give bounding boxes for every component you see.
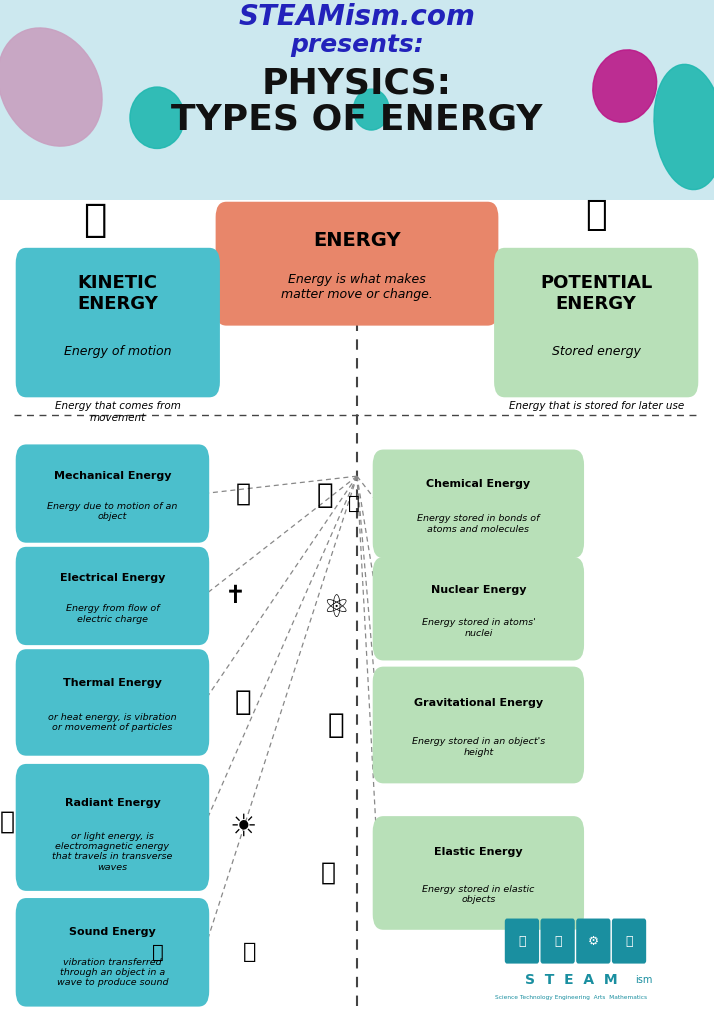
Text: Electrical Energy: Electrical Energy bbox=[60, 573, 165, 583]
FancyBboxPatch shape bbox=[373, 557, 584, 660]
Text: or light energy, is
electromagnetic energy
that travels in transverse
waves: or light energy, is electromagnetic ener… bbox=[52, 831, 173, 871]
Text: Chemical Energy: Chemical Energy bbox=[426, 478, 531, 488]
Text: STEAMism.com: STEAMism.com bbox=[238, 3, 476, 31]
Text: 🎨: 🎨 bbox=[625, 935, 633, 947]
FancyBboxPatch shape bbox=[505, 919, 539, 964]
Text: Energy that comes from
movement: Energy that comes from movement bbox=[55, 401, 181, 423]
FancyBboxPatch shape bbox=[16, 649, 209, 756]
Text: Stored energy: Stored energy bbox=[552, 345, 640, 358]
FancyBboxPatch shape bbox=[16, 764, 209, 891]
Text: Thermal Energy: Thermal Energy bbox=[63, 678, 162, 688]
Text: vibration transferred
through an object in a
wave to produce sound: vibration transferred through an object … bbox=[56, 957, 169, 987]
Text: Energy stored in bonds of
atoms and molecules: Energy stored in bonds of atoms and mole… bbox=[417, 514, 540, 534]
FancyBboxPatch shape bbox=[16, 248, 220, 397]
Text: TYPES OF ENERGY: TYPES OF ENERGY bbox=[171, 102, 543, 136]
Ellipse shape bbox=[0, 28, 102, 146]
Text: Elastic Energy: Elastic Energy bbox=[434, 847, 523, 856]
Text: ism: ism bbox=[635, 975, 653, 985]
Text: KINETIC
ENERGY: KINETIC ENERGY bbox=[77, 273, 159, 312]
Text: Radiant Energy: Radiant Energy bbox=[64, 798, 161, 808]
Text: POTENTIAL
ENERGY: POTENTIAL ENERGY bbox=[540, 273, 653, 312]
FancyBboxPatch shape bbox=[0, 200, 714, 1024]
FancyBboxPatch shape bbox=[0, 0, 714, 200]
Text: PHYSICS:: PHYSICS: bbox=[262, 67, 452, 100]
FancyBboxPatch shape bbox=[373, 450, 584, 558]
Text: ⚙: ⚙ bbox=[588, 935, 599, 947]
Text: 🐒: 🐒 bbox=[327, 711, 344, 739]
Ellipse shape bbox=[654, 65, 714, 189]
Text: Sound Energy: Sound Energy bbox=[69, 927, 156, 937]
Text: Gravitational Energy: Gravitational Energy bbox=[414, 698, 543, 708]
Text: 🚲: 🚲 bbox=[235, 481, 251, 506]
Text: 🔊: 🔊 bbox=[243, 942, 256, 963]
Ellipse shape bbox=[130, 87, 184, 148]
Text: 🌀: 🌀 bbox=[321, 861, 336, 885]
FancyBboxPatch shape bbox=[16, 898, 209, 1007]
Text: ENERGY: ENERGY bbox=[313, 230, 401, 250]
Text: 🏃: 🏃 bbox=[83, 201, 106, 240]
FancyBboxPatch shape bbox=[373, 667, 584, 783]
Text: Energy due to motion of an
object: Energy due to motion of an object bbox=[47, 502, 178, 521]
FancyBboxPatch shape bbox=[373, 816, 584, 930]
Text: 🗄: 🗄 bbox=[585, 198, 607, 232]
Text: 🍎: 🍎 bbox=[316, 480, 333, 509]
Text: S  T  E  A  M: S T E A M bbox=[525, 973, 618, 987]
Text: Mechanical Energy: Mechanical Energy bbox=[54, 471, 171, 480]
FancyBboxPatch shape bbox=[612, 919, 646, 964]
Text: 💡: 💡 bbox=[0, 810, 15, 834]
Text: Energy that is stored for later use: Energy that is stored for later use bbox=[508, 401, 684, 412]
Text: Energy is what makes
matter move or change.: Energy is what makes matter move or chan… bbox=[281, 273, 433, 301]
Text: Energy stored in elastic
objects: Energy stored in elastic objects bbox=[422, 885, 535, 904]
Text: Energy stored in atoms'
nuclei: Energy stored in atoms' nuclei bbox=[421, 618, 536, 638]
Ellipse shape bbox=[353, 89, 389, 130]
FancyBboxPatch shape bbox=[576, 919, 610, 964]
Text: 🖥: 🖥 bbox=[554, 935, 561, 947]
Text: 🔬: 🔬 bbox=[518, 935, 526, 947]
Text: presents:: presents: bbox=[290, 33, 424, 56]
Text: ✝: ✝ bbox=[225, 584, 246, 608]
Text: Energy of motion: Energy of motion bbox=[64, 345, 171, 358]
FancyBboxPatch shape bbox=[540, 919, 575, 964]
FancyBboxPatch shape bbox=[216, 202, 498, 326]
Text: ☀: ☀ bbox=[229, 813, 256, 842]
Text: Science Technology Engineering  Arts  Mathematics: Science Technology Engineering Arts Math… bbox=[495, 995, 648, 1000]
Ellipse shape bbox=[593, 50, 657, 122]
Text: Nuclear Energy: Nuclear Energy bbox=[431, 585, 526, 595]
Text: 🎵: 🎵 bbox=[152, 943, 164, 962]
Text: 🔥: 🔥 bbox=[234, 688, 251, 717]
FancyBboxPatch shape bbox=[16, 444, 209, 543]
Text: 🔋: 🔋 bbox=[348, 495, 359, 513]
Text: ⚛: ⚛ bbox=[322, 594, 349, 624]
Text: Energy stored in an object's
height: Energy stored in an object's height bbox=[412, 737, 545, 757]
FancyBboxPatch shape bbox=[16, 547, 209, 645]
Text: or heat energy, is vibration
or movement of particles: or heat energy, is vibration or movement… bbox=[48, 713, 177, 732]
Text: Energy from flow of
electric charge: Energy from flow of electric charge bbox=[66, 604, 159, 624]
FancyBboxPatch shape bbox=[494, 248, 698, 397]
